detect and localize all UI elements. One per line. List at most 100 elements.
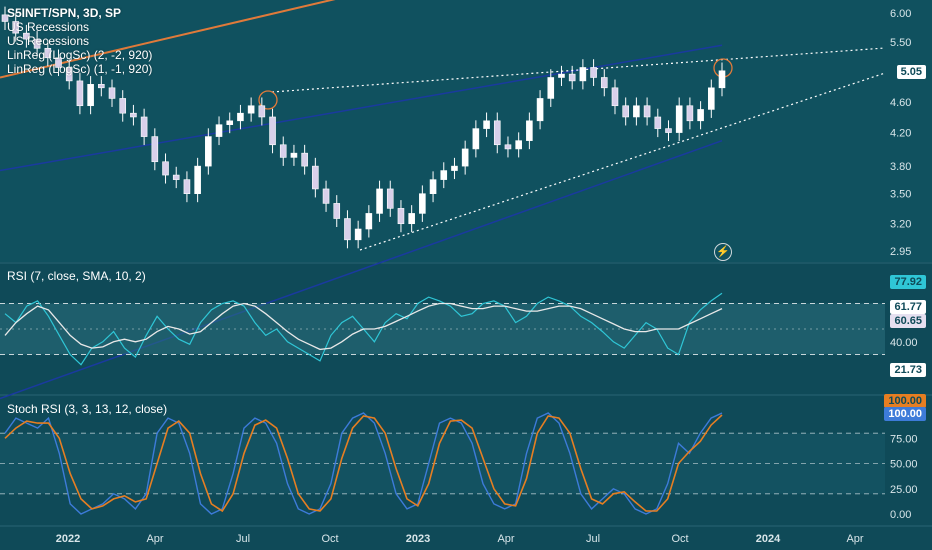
time-axis-tick: Apr [846, 533, 863, 545]
stoch-k-line [4, 412, 723, 515]
candle-body [172, 174, 180, 180]
orange-trend-line [0, 0, 336, 79]
highlight-circle-1 [258, 90, 278, 110]
candle-body [461, 148, 469, 167]
candle-body [622, 105, 629, 118]
price-axis-tick: 3.50 [890, 189, 911, 201]
legend-line-recession-2[interactable]: US Recessions [7, 34, 90, 48]
rsi-lower-tag: 60.65 [890, 314, 926, 328]
time-axis-tick: 2023 [406, 533, 430, 545]
rsi-pane-label[interactable]: RSI (7, close, SMA, 10, 2) [7, 269, 146, 283]
candle-body [76, 80, 84, 107]
rsi-value-tag: 77.92 [890, 275, 926, 289]
candle-body [472, 128, 480, 150]
candle-body [365, 213, 373, 230]
candle-body [504, 144, 512, 150]
symbol-label[interactable]: S5INFT/SPN, 3D, SP [7, 6, 122, 20]
candle-body [183, 179, 191, 194]
time-axis-tick: 2024 [756, 533, 781, 545]
candle-body [579, 67, 587, 82]
candle-body [675, 105, 683, 133]
time-axis-tick: Jul [586, 533, 600, 545]
candle-body [718, 70, 726, 89]
candle-body [55, 57, 62, 68]
candle-body [515, 140, 522, 150]
stoch-pane-label[interactable]: Stoch RSI (3, 3, 13, 12, close) [7, 402, 168, 416]
candle-body [344, 218, 351, 241]
candle-body [247, 105, 255, 114]
candle-body [408, 213, 415, 225]
candle-body [665, 128, 672, 133]
candle-body [23, 32, 30, 40]
candle-body [205, 136, 212, 167]
candle-body [376, 188, 383, 214]
candle-body [440, 170, 448, 180]
candle-body [226, 120, 234, 125]
candle-body [354, 228, 362, 241]
candle-body [290, 152, 298, 158]
candle-body [386, 188, 394, 209]
candle-body [483, 120, 490, 129]
price-axis-tick: 2.95 [890, 246, 911, 258]
candle-body [419, 193, 426, 214]
candle-body [1, 14, 9, 22]
lightning-icon[interactable]: ⚡ [714, 243, 732, 261]
stoch-axis-tick: 50.00 [890, 459, 918, 471]
candle-body [633, 105, 640, 118]
rsi-band [0, 303, 885, 355]
candle-body [526, 120, 533, 141]
candle-body [643, 105, 651, 118]
legend-line-recession-1[interactable]: US Recessions [7, 20, 90, 34]
price-axis-tick: 6.00 [890, 8, 911, 20]
price-axis-tick: 5.50 [890, 37, 911, 49]
regression-upper-line [0, 44, 723, 172]
candle-body [397, 208, 405, 225]
candle-body [279, 144, 287, 158]
price-pane-bg [0, 0, 932, 262]
candle-body [429, 179, 437, 194]
candle-body [697, 109, 704, 122]
candle-body [108, 87, 116, 99]
candle-body [237, 112, 244, 122]
regression-lower-line [0, 139, 723, 400]
legend-line-linreg-2[interactable]: LinReg (LogSc) (2, -2, 920) [7, 48, 153, 62]
time-axis-tick: 2022 [56, 533, 80, 545]
time-axis-tick: Apr [146, 533, 163, 545]
candle-body [686, 105, 694, 122]
stoch-k-tag: 100.00 [884, 407, 926, 421]
time-axis-tick: Jul [236, 533, 250, 545]
stoch-d-tag: 100.00 [884, 394, 926, 408]
candle-body [162, 161, 169, 176]
candle-body [547, 77, 555, 99]
rsi-upper-tag: 61.77 [890, 300, 926, 314]
candle-body [301, 152, 308, 167]
candle-body [215, 124, 223, 137]
candle-body [33, 38, 41, 49]
candle-body [12, 21, 20, 34]
candle-body [322, 188, 330, 204]
stoch-axis-tick: 0.00 [890, 509, 911, 521]
candle-body [194, 165, 201, 194]
time-axis-tick: Oct [671, 533, 688, 545]
candle-body [590, 67, 597, 78]
price-axis-tick: 4.60 [890, 97, 911, 109]
candle-body [44, 48, 52, 59]
candle-body [707, 87, 715, 110]
stoch-axis-tick: 75.00 [890, 433, 918, 445]
rsi-min-tag: 21.73 [890, 363, 926, 377]
rsi-axis-tick: 40.00 [890, 337, 918, 349]
candle-body [258, 105, 266, 118]
candle-body [493, 120, 501, 146]
candle-body [558, 73, 565, 78]
candle-body [536, 98, 544, 122]
price-last-tag: 5.05 [896, 65, 926, 79]
legend-line-linreg-1[interactable]: LinReg (LogSc) (1, -1, 920) [7, 62, 153, 76]
time-axis-tick: Apr [497, 533, 514, 545]
candle-body [312, 165, 319, 190]
candle-body [654, 116, 662, 129]
stoch-axis-tick: 25.00 [890, 484, 918, 496]
candle-body [87, 84, 94, 107]
price-axis-tick: 3.20 [890, 219, 911, 231]
